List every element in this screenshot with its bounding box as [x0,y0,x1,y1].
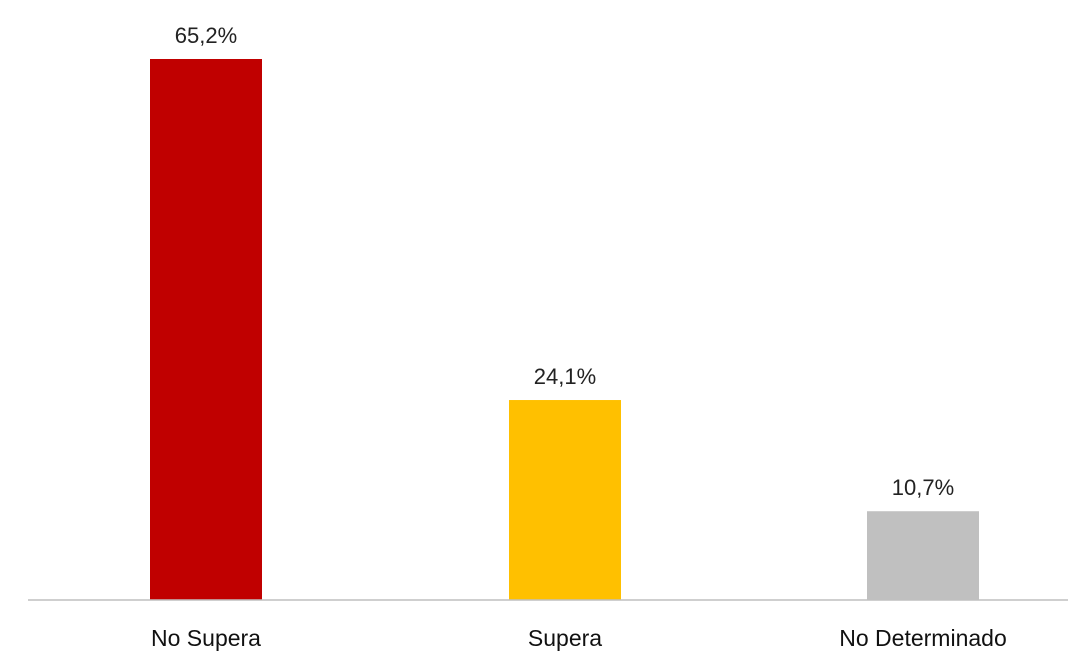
data-label: 24,1% [534,364,596,389]
bar-no-supera [150,59,262,600]
bars-group [150,59,979,600]
bar-supera [509,400,621,600]
bar-no-determinado [867,511,979,600]
labels-group: 65,2% No Supera 24,1% Supera 10,7% No Determi… [151,23,1007,651]
data-label: 10,7% [892,475,954,500]
x-tick-label: Supera [528,625,602,651]
x-tick-label: No Determinado [839,625,1006,651]
data-label: 65,2% [175,23,237,48]
x-tick-label: No Supera [151,625,261,651]
